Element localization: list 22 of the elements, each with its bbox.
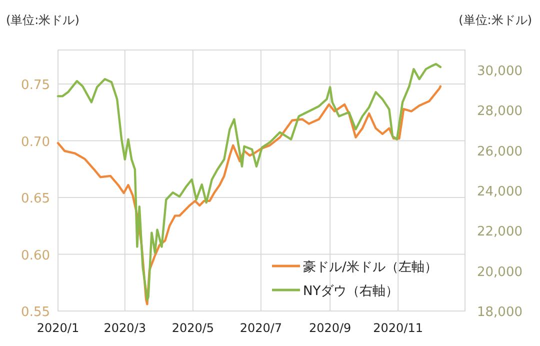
legend-label: NYダウ（右軸） (303, 284, 399, 299)
y-axis-title: (単位:米ドル) (6, 13, 80, 27)
x-tick-label: 2020/7 (240, 321, 282, 335)
y2-tick-label: 22,000 (477, 224, 522, 240)
x-tick-label: 2020/3 (104, 321, 146, 335)
y2-tick-label: 28,000 (477, 104, 522, 120)
x-tick-label: 2020/1 (36, 321, 80, 335)
x-tick-label: 2020/5 (172, 321, 214, 335)
y2-axis-title: (単位:米ドル) (458, 13, 532, 27)
y2-tick-label: 24,000 (477, 184, 522, 200)
y-tick-label: 0.75 (21, 78, 50, 94)
y-tick-label: 0.65 (21, 192, 50, 207)
y2-tick-label: 18,000 (477, 305, 522, 320)
y-tick-label: 0.55 (21, 305, 50, 320)
legend-label: 豪ドル/米ドル（左軸） (303, 260, 438, 275)
y2-tick-label: 26,000 (477, 144, 522, 160)
y2-tick-label: 30,000 (477, 64, 522, 80)
x-tick-label: 2020/9 (308, 321, 352, 335)
y-tick-label: 0.70 (21, 134, 50, 150)
x-tick-label: 2020/11 (373, 321, 424, 335)
y-tick-label: 0.60 (21, 248, 50, 264)
y2-tick-label: 20,000 (477, 264, 522, 280)
